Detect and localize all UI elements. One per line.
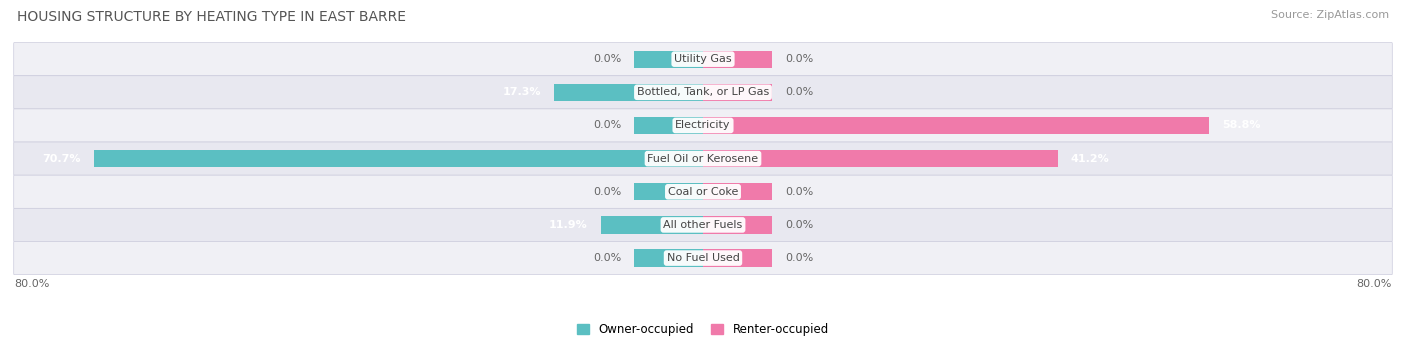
FancyBboxPatch shape	[14, 142, 1392, 175]
FancyBboxPatch shape	[14, 109, 1392, 142]
Text: Source: ZipAtlas.com: Source: ZipAtlas.com	[1271, 10, 1389, 20]
Bar	[703, 183, 772, 201]
Text: HOUSING STRUCTURE BY HEATING TYPE IN EAST BARRE: HOUSING STRUCTURE BY HEATING TYPE IN EAS…	[17, 10, 406, 24]
Bar	[703, 50, 772, 68]
FancyBboxPatch shape	[14, 241, 1392, 275]
Bar	[634, 117, 703, 134]
FancyBboxPatch shape	[14, 76, 1392, 109]
Bar	[634, 183, 703, 201]
Text: 0.0%: 0.0%	[593, 253, 621, 263]
Text: 0.0%: 0.0%	[593, 120, 621, 131]
Text: 0.0%: 0.0%	[785, 54, 813, 64]
Bar	[703, 84, 772, 101]
Text: 0.0%: 0.0%	[785, 220, 813, 230]
Bar	[703, 250, 772, 267]
Text: 80.0%: 80.0%	[14, 279, 49, 288]
Bar	[634, 250, 703, 267]
Text: 0.0%: 0.0%	[593, 187, 621, 197]
Text: Coal or Coke: Coal or Coke	[668, 187, 738, 197]
Text: 0.0%: 0.0%	[785, 253, 813, 263]
FancyBboxPatch shape	[14, 43, 1392, 76]
Text: 58.8%: 58.8%	[1222, 120, 1261, 131]
Text: Electricity: Electricity	[675, 120, 731, 131]
FancyBboxPatch shape	[14, 208, 1392, 241]
Text: 0.0%: 0.0%	[593, 54, 621, 64]
Bar	[600, 216, 703, 234]
Bar	[703, 150, 1057, 167]
Bar	[703, 216, 772, 234]
Text: 41.2%: 41.2%	[1071, 153, 1109, 164]
Text: 70.7%: 70.7%	[42, 153, 82, 164]
Text: 80.0%: 80.0%	[1357, 279, 1392, 288]
Bar	[703, 117, 1209, 134]
Bar	[94, 150, 703, 167]
Text: Bottled, Tank, or LP Gas: Bottled, Tank, or LP Gas	[637, 87, 769, 97]
Text: No Fuel Used: No Fuel Used	[666, 253, 740, 263]
Text: All other Fuels: All other Fuels	[664, 220, 742, 230]
Legend: Owner-occupied, Renter-occupied: Owner-occupied, Renter-occupied	[572, 318, 834, 341]
Text: 0.0%: 0.0%	[785, 187, 813, 197]
Bar	[554, 84, 703, 101]
Text: Utility Gas: Utility Gas	[675, 54, 731, 64]
Text: 17.3%: 17.3%	[502, 87, 541, 97]
Text: 11.9%: 11.9%	[548, 220, 588, 230]
Text: Fuel Oil or Kerosene: Fuel Oil or Kerosene	[647, 153, 759, 164]
Bar	[634, 50, 703, 68]
Text: 0.0%: 0.0%	[785, 87, 813, 97]
FancyBboxPatch shape	[14, 175, 1392, 208]
